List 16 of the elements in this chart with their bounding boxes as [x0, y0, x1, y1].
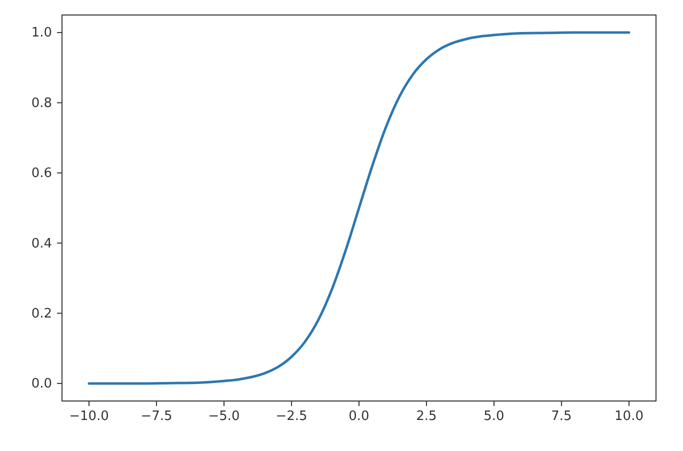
y-tick-label: 0.2	[31, 306, 52, 322]
x-tick-label: 0.0	[348, 409, 370, 424]
x-tick-label: −2.5	[276, 409, 308, 424]
x-tick-label: 2.5	[416, 409, 437, 424]
y-tick-label: 0.6	[31, 166, 52, 182]
y-tick-label: 1.0	[31, 26, 52, 41]
x-tick-label: −5.0	[208, 409, 240, 424]
x-tick-label: 7.5	[551, 409, 572, 424]
x-tick-label: 5.0	[484, 409, 504, 424]
x-tick-label: −10.0	[69, 409, 109, 424]
y-tick-label: 0.8	[31, 96, 52, 111]
y-tick-label: 0.4	[31, 236, 52, 252]
line-series	[88, 31, 630, 385]
x-tick-label: 10.0	[614, 409, 644, 424]
x-tick-label: −7.5	[140, 409, 172, 424]
y-tick-label: 0.0	[31, 376, 52, 392]
